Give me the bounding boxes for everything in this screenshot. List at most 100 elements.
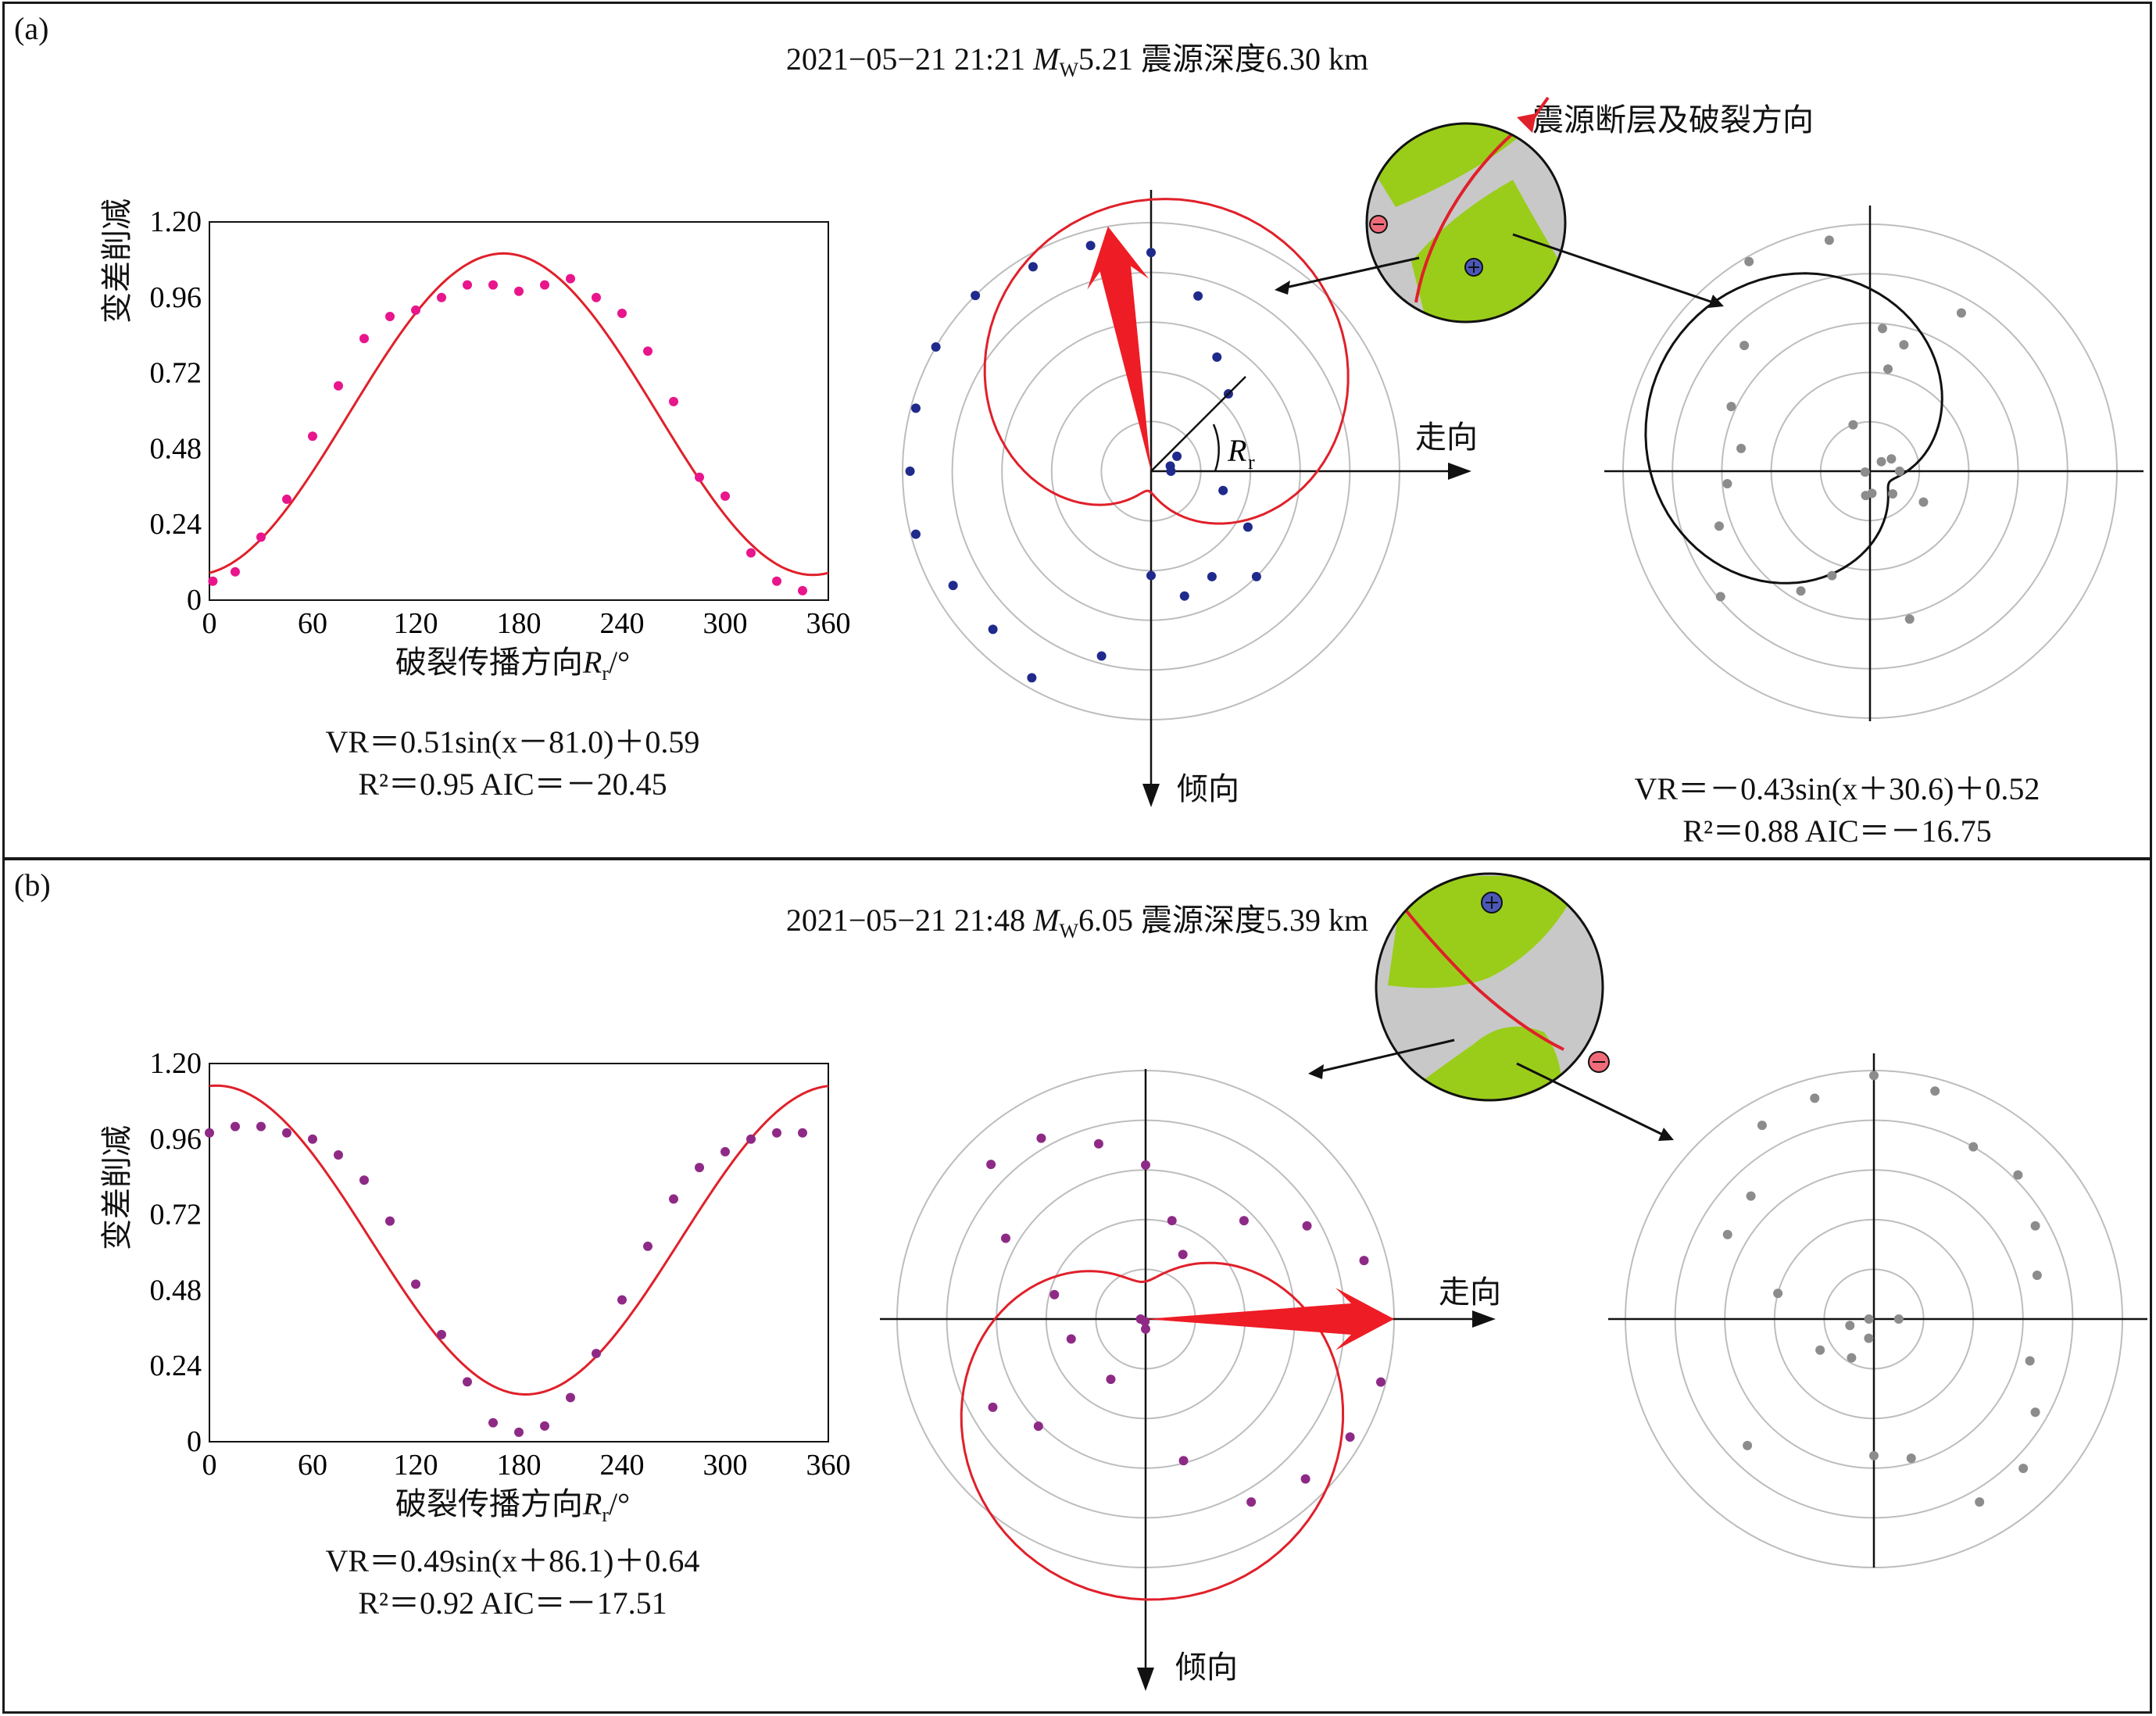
data-point [1242, 522, 1253, 532]
data-point [463, 1377, 472, 1387]
data-point [1864, 1314, 1874, 1324]
data-point [643, 1241, 653, 1251]
data-point [988, 624, 998, 635]
data-point [1827, 570, 1837, 581]
data-point [1860, 467, 1870, 477]
data-point [1302, 1221, 1312, 1231]
x-tick-label: 60 [298, 607, 327, 640]
data-point [2030, 1221, 2040, 1231]
fit-equation: VR＝0.49sin(x＋86.1)＋0.64 R²＝0.92 AIC＝－17.… [200, 1540, 825, 1625]
data-point [308, 1134, 317, 1144]
data-point [1140, 1317, 1150, 1327]
pointer-line [1516, 1062, 1670, 1139]
panel-title: 2021−05−21 21:48 MW6.05 震源深度5.39 km [5, 895, 2150, 943]
rupture-arrowhead [1517, 113, 1536, 133]
x-tick-label: 60 [298, 1449, 327, 1482]
y-tick-label: 0.72 [150, 1199, 202, 1232]
data-point [1212, 352, 1222, 363]
data-point [385, 1216, 395, 1226]
data-point [1869, 1071, 1879, 1081]
data-point [1066, 1334, 1076, 1344]
data-point [905, 467, 915, 476]
data-point [746, 1134, 756, 1144]
data-point [772, 1128, 781, 1138]
data-point [931, 342, 941, 352]
beachball-quadrant [1411, 180, 1560, 322]
fit-curve [983, 198, 1350, 525]
data-point [695, 1163, 704, 1173]
rupture-direction-arrow [1087, 226, 1151, 471]
rr-arc [1212, 424, 1220, 472]
data-point [1864, 1333, 1874, 1343]
y-tick-label: 0.48 [150, 1274, 202, 1307]
dip-arrowhead [1142, 784, 1160, 807]
line-chart: 0 60 120 180 240 300 360 0 0.24 0.48 0.72 0.96 1.20 [150, 1047, 851, 1482]
data-point [1376, 1377, 1386, 1387]
data-point [772, 576, 781, 586]
data-point [1096, 651, 1107, 661]
title-depth: 5.21 震源深度6.30 km [1078, 41, 1369, 77]
data-point [1744, 256, 1754, 266]
data-point [910, 529, 921, 539]
data-point [1722, 478, 1732, 488]
x-tick-label: 300 [703, 1449, 748, 1482]
data-point [208, 576, 218, 586]
y-tick-label: 1.20 [150, 1047, 202, 1080]
y-tick-label: 0.96 [150, 1123, 202, 1156]
x-tick-label: 0 [202, 1449, 217, 1482]
data-point [1899, 340, 1909, 350]
data-point [1141, 1160, 1150, 1170]
plot-frame [209, 221, 829, 601]
data-point [540, 1421, 549, 1431]
fit-curve [209, 252, 829, 577]
data-point [1861, 491, 1871, 501]
data-point [1906, 1453, 1916, 1464]
data-point [282, 494, 291, 504]
data-point [1207, 571, 1217, 581]
beachball [1275, 96, 1724, 324]
data-point [1218, 485, 1228, 495]
data-point [669, 396, 678, 406]
data-point [1178, 1249, 1188, 1260]
panel-label: (a) [14, 11, 49, 46]
y-tick-label: 0 [187, 584, 202, 617]
data-point [1049, 1289, 1060, 1300]
data-point [385, 312, 395, 321]
data-point [308, 431, 317, 442]
data-point [1178, 1456, 1189, 1466]
strike-label: 走向 [1415, 420, 1478, 456]
x-axis-label: 破裂传播方向Rr/° [395, 1486, 631, 1526]
fit-curve [960, 1261, 1345, 1601]
fault-callout: 震源断层及破裂方向 [1532, 102, 1814, 138]
data-point [1883, 364, 1893, 374]
y-tick-label: 0.24 [150, 508, 202, 541]
data-point [1847, 1353, 1857, 1363]
y-tick-label: 0.48 [150, 432, 202, 465]
data-point [2030, 1407, 2040, 1417]
panel-b: (b) 2021−05−21 21:48 MW6.05 震源深度5.39 km … [2, 858, 2152, 1714]
data-point [256, 1121, 266, 1131]
data-point [411, 305, 420, 315]
data-point [1848, 420, 1858, 430]
title-mw: MW [1033, 903, 1078, 942]
data-point [411, 1279, 420, 1289]
data-point [592, 292, 601, 302]
polar-plot-gray [1604, 206, 2143, 721]
data-point [1000, 1233, 1010, 1243]
data-point [643, 346, 653, 356]
data-point [1824, 235, 1834, 245]
dip-arrowhead [1137, 1668, 1154, 1691]
data-point [1743, 1440, 1753, 1450]
data-point [1146, 570, 1156, 581]
data-point [437, 1329, 446, 1339]
eq-line-2: R²＝0.92 AIC＝－17.51 [358, 1586, 667, 1621]
data-point [1810, 1093, 1820, 1103]
data-point [746, 548, 756, 558]
data-point [1773, 1289, 1783, 1299]
pointer-line [1278, 256, 1420, 291]
y-tick-label: 0.72 [150, 357, 202, 390]
title-depth: 6.05 震源深度5.39 km [1078, 903, 1369, 938]
data-point [1757, 1121, 1767, 1131]
x-tick-label: 120 [394, 1449, 438, 1482]
strike-label: 走向 [1439, 1274, 1501, 1310]
